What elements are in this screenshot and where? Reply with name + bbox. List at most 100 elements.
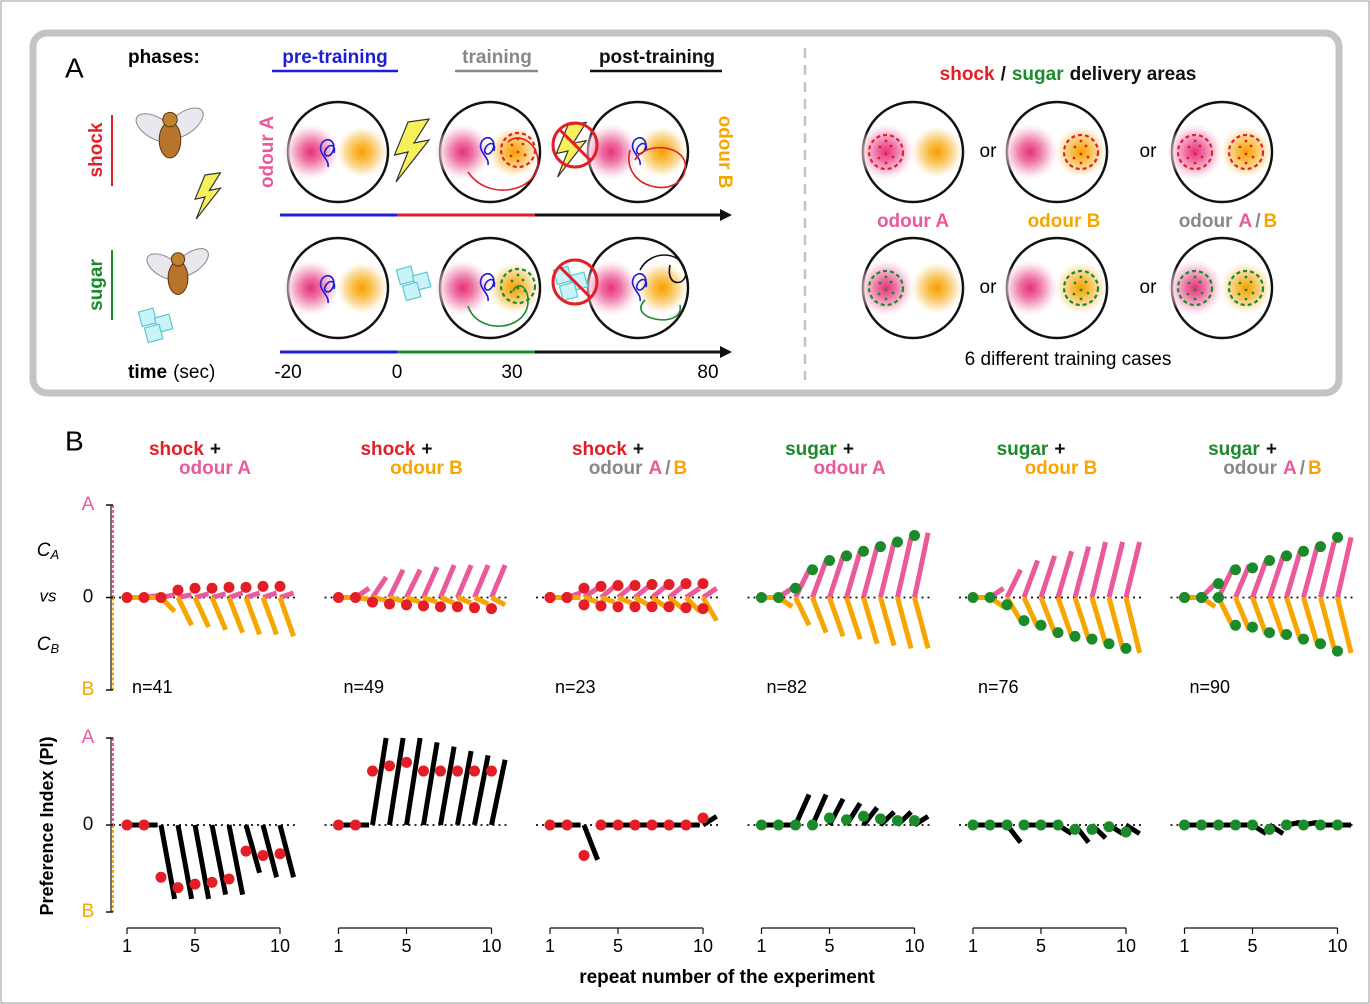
- n-label: n=76: [978, 677, 1019, 697]
- mean-dot: [968, 820, 979, 831]
- mean-dot: [909, 530, 920, 541]
- mean-dot: [1247, 622, 1258, 633]
- compare-label: CA: [37, 540, 59, 562]
- mean-dot: [1281, 550, 1292, 561]
- x-tick-label: 10: [1327, 936, 1347, 956]
- trace-segment: [915, 533, 929, 598]
- title-part: +: [633, 439, 644, 460]
- ice-cube: [138, 308, 156, 326]
- mean-dot: [1332, 646, 1343, 657]
- trace-segment: [212, 598, 226, 630]
- delivery-dot: [522, 279, 525, 282]
- title-part: shock: [360, 439, 415, 460]
- delivery-dot: [1194, 298, 1197, 301]
- mean-dot: [858, 546, 869, 557]
- mean-dot: [1230, 564, 1241, 575]
- chart-title: odourA/B: [589, 458, 688, 479]
- mean-dot: [469, 766, 480, 777]
- lightning: [195, 173, 220, 219]
- mean-dot: [698, 578, 709, 589]
- mean-dot: [1298, 546, 1309, 557]
- title-part: +: [421, 439, 432, 460]
- c: C: [37, 540, 51, 561]
- mean-dot: [1087, 634, 1098, 645]
- mean-dot: [156, 872, 167, 883]
- trace-segment: [229, 598, 243, 633]
- fly-body: [159, 122, 181, 158]
- trace-segment: [441, 565, 455, 597]
- trace-segment: [915, 598, 929, 649]
- mean-dot: [664, 820, 675, 831]
- mean-dot: [807, 564, 818, 575]
- delivery-dot: [524, 154, 527, 157]
- mean-dot: [333, 592, 344, 603]
- delivery-dot: [1188, 146, 1191, 149]
- mean-dot: [190, 879, 201, 890]
- delivery-dot: [892, 292, 895, 295]
- delivery-dot: [879, 146, 882, 149]
- case-part: B: [1264, 211, 1278, 232]
- sub: A: [50, 547, 60, 562]
- odour-b-spot: [337, 263, 387, 313]
- odour-a-spot: [284, 125, 338, 179]
- delivery-dot: [511, 144, 514, 147]
- trace-segment: [847, 598, 861, 640]
- mean-dot: [773, 592, 784, 603]
- delivery-dot: [1245, 140, 1248, 143]
- title-part: delivery areas: [1070, 64, 1197, 85]
- trace-segment: [1126, 542, 1140, 598]
- trace-segment: [1024, 561, 1038, 598]
- trace-segment: [813, 598, 827, 633]
- time-tick: 0: [392, 362, 403, 383]
- mean-dot: [258, 850, 269, 861]
- trace-segment: [390, 570, 404, 598]
- trace-segment: [1007, 570, 1021, 598]
- trace-segment: [1041, 556, 1055, 598]
- delivery-dot: [1250, 281, 1253, 284]
- delivery-dot: [1252, 292, 1255, 295]
- time-unit: (sec): [173, 362, 215, 383]
- delivery-dot: [1085, 145, 1088, 148]
- mean-dot: [1332, 820, 1343, 831]
- delivery-dot: [1080, 276, 1083, 279]
- delivery-dot: [511, 280, 514, 283]
- delivery-title: shock/sugardelivery areas: [940, 64, 1197, 85]
- mean-dot: [486, 603, 497, 614]
- delivery-dot: [1085, 281, 1088, 284]
- trace-segment: [703, 588, 717, 597]
- mean-dot: [613, 820, 624, 831]
- mean-dot: [367, 597, 378, 608]
- y-tick-label: A: [82, 494, 95, 515]
- title-part: odour A: [179, 458, 251, 479]
- mean-dot: [275, 581, 286, 592]
- delivery-dot: [885, 276, 888, 279]
- title-part: odour: [1223, 458, 1277, 479]
- mean-dot: [545, 592, 556, 603]
- time-tick: -20: [274, 362, 301, 383]
- mean-dot: [562, 820, 573, 831]
- mean-dot: [545, 820, 556, 831]
- mean-dot: [858, 811, 869, 822]
- mean-dot: [241, 582, 252, 593]
- trace-segment: [492, 565, 506, 597]
- mean-dot: [630, 580, 641, 591]
- delivery-dot: [510, 291, 513, 294]
- mean-dot: [452, 766, 463, 777]
- mean-dot: [1213, 578, 1224, 589]
- title-part: sugar: [1012, 64, 1064, 85]
- case-part: odour: [1179, 211, 1233, 232]
- trace-segment: [263, 598, 277, 635]
- mean-dot: [224, 582, 235, 593]
- mean-dot: [698, 813, 709, 824]
- x-tick-label: 10: [904, 936, 924, 956]
- time-tick: 30: [501, 362, 522, 383]
- mean-dot: [418, 766, 429, 777]
- mean-dot: [350, 820, 361, 831]
- phase: pre-training: [282, 47, 388, 68]
- mean-dot: [1019, 615, 1030, 626]
- delivery-dot: [1087, 156, 1090, 159]
- title-part: odour B: [390, 458, 463, 479]
- delivery-dot: [1074, 282, 1077, 285]
- delivery-dot: [1194, 153, 1197, 156]
- trace-segment: [1058, 551, 1072, 597]
